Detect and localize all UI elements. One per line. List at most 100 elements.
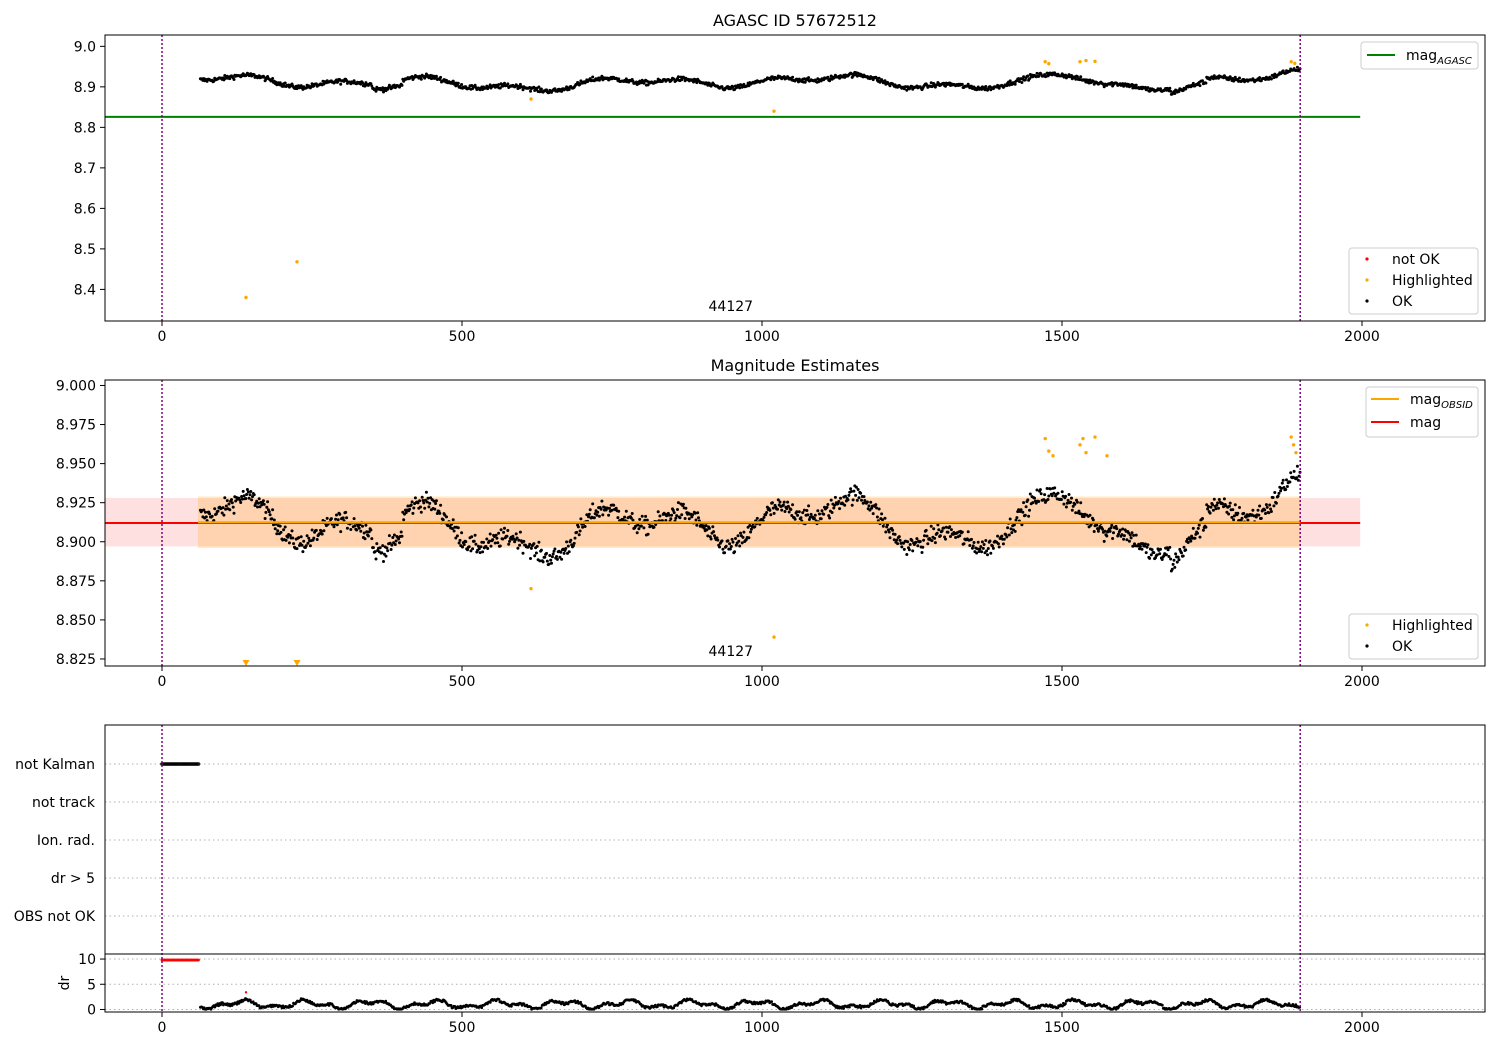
ok-point [847, 493, 851, 497]
ok-point [658, 514, 662, 518]
dr-point [912, 1004, 916, 1008]
ok-point [271, 508, 275, 512]
ok-point [389, 548, 393, 551]
ok-point [310, 82, 314, 86]
ok-point [1174, 552, 1178, 556]
ok-point [989, 551, 993, 555]
ok-point [434, 502, 438, 505]
ok-point [390, 543, 394, 547]
ok-point [1173, 565, 1177, 569]
ok-point [408, 507, 412, 511]
ok-point [1022, 75, 1026, 79]
dr-point [868, 1004, 871, 1008]
dr-point [633, 998, 637, 1002]
ok-point [506, 82, 510, 86]
dr-not-ok-points [160, 958, 248, 994]
ok-point [592, 516, 596, 520]
ok-point [400, 83, 404, 87]
ok-point [946, 530, 950, 534]
ok-point [938, 534, 942, 538]
ok-point [518, 530, 522, 534]
dr-point [579, 1000, 582, 1004]
highlighted-point [1043, 60, 1047, 64]
ok-point [241, 489, 245, 493]
ok-point [638, 517, 642, 521]
ok-point [734, 537, 737, 540]
ok-point [1180, 551, 1183, 555]
ok-point [829, 498, 833, 502]
ok-point [748, 524, 752, 527]
ok-point [545, 559, 549, 563]
ok-point [361, 524, 364, 528]
ok-point [1296, 478, 1300, 482]
ok-point [238, 498, 242, 502]
ok-point [312, 536, 316, 540]
ok-point [223, 496, 227, 500]
ok-point [601, 513, 605, 517]
ok-point [982, 543, 986, 546]
ok-point [887, 530, 891, 534]
ok-point [560, 89, 564, 93]
ok-point [895, 538, 899, 542]
ok-point [1035, 71, 1039, 75]
ok-point [970, 546, 974, 550]
ok-point [855, 498, 859, 502]
ok-point [929, 524, 933, 528]
ok-point [232, 511, 236, 515]
ok-point [918, 540, 922, 543]
ok-point [452, 529, 456, 533]
panel-agasc: AGASC ID 57672512 0 500 1000 1500 2000 8.48.… [74, 11, 1486, 345]
ok-point [1109, 526, 1113, 530]
ok-point [1125, 538, 1129, 542]
ok-point [881, 518, 884, 522]
ok-point [1169, 89, 1173, 93]
ok-point [738, 86, 742, 90]
ok-point [859, 491, 863, 495]
ok-point [1198, 535, 1202, 539]
ok-point [1079, 75, 1083, 79]
legend2-ok-label: OK [1392, 639, 1413, 655]
ok-point [569, 538, 573, 542]
ok-point [643, 518, 647, 522]
ok-point [1150, 548, 1154, 552]
ok-point [771, 506, 775, 510]
ok-point [867, 504, 871, 508]
ok-point [1285, 478, 1288, 482]
ok-point [297, 536, 301, 540]
ok-point [1070, 508, 1074, 512]
ok-point [555, 555, 559, 558]
ok-point [370, 537, 374, 541]
ok-point [295, 87, 299, 91]
ok-point [1049, 487, 1052, 491]
panel2-x-axis: 0 500 1000 1500 2000 [158, 666, 1380, 690]
ok-point [799, 516, 803, 520]
ok-point [1026, 74, 1030, 78]
ok-point [639, 524, 643, 528]
ok-point [1238, 76, 1241, 80]
ok-point [287, 541, 291, 545]
ok-point [991, 544, 994, 548]
ok-point [1082, 515, 1086, 519]
ok-point [434, 74, 438, 78]
ok-point [1024, 505, 1028, 509]
ok-point [852, 489, 856, 493]
ok-point [776, 498, 780, 502]
ok-point [1138, 547, 1141, 551]
dr-point [1200, 1002, 1204, 1005]
highlighted-point [772, 635, 776, 639]
ok-point [707, 526, 711, 530]
ok-point [874, 503, 878, 507]
dr-point [539, 1006, 543, 1010]
ok-point [933, 541, 937, 545]
dr-point [1064, 1002, 1067, 1006]
ok-point [705, 528, 709, 532]
x-tick-label: 1500 [1044, 674, 1080, 690]
ok-point [734, 543, 738, 547]
ok-point [883, 79, 887, 83]
ok-point [1264, 512, 1267, 515]
ok-point [1009, 527, 1013, 531]
ok-point [454, 536, 458, 540]
ok-point [1177, 90, 1181, 93]
ok-point [916, 544, 920, 548]
ok-point [339, 530, 343, 534]
